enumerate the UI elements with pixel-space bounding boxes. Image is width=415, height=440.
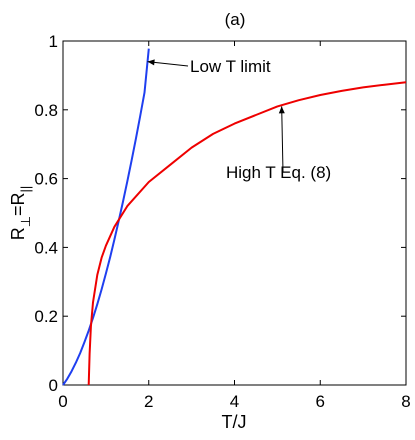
x-tick-label: 8 xyxy=(401,392,410,411)
y-label-sub2: || xyxy=(18,186,33,193)
annotation-high-t-arrowhead xyxy=(278,106,285,114)
y-axis-ticks: 0 0.2 0.4 0.6 0.8 1 xyxy=(34,32,406,395)
series-layer xyxy=(62,48,407,386)
y-tick-label: 0.8 xyxy=(34,101,58,120)
annotation-low-t-arrowhead xyxy=(147,59,155,66)
x-axis-label: T/J xyxy=(222,412,247,432)
x-tick-label: 2 xyxy=(144,392,153,411)
y-tick-label: 0.4 xyxy=(34,238,58,257)
y-label-sub1: ⊥ xyxy=(18,216,33,227)
annotation-high-t: High T Eq. (8) xyxy=(226,106,331,182)
annotation-low-t-label: Low T limit xyxy=(190,57,271,76)
x-tick-label: 6 xyxy=(316,392,325,411)
series-line-0 xyxy=(62,48,150,386)
y-label-base: R xyxy=(8,227,28,240)
x-tick-label: 0 xyxy=(58,392,67,411)
y-tick-label: 1 xyxy=(49,32,58,51)
y-axis-label: R⊥=R|| xyxy=(8,186,33,241)
annotation-high-t-arrow xyxy=(281,106,284,173)
annotation-low-t: Low T limit xyxy=(147,57,271,76)
series-line-1 xyxy=(87,81,407,386)
x-axis-ticks: 0 2 4 6 8 xyxy=(58,41,411,411)
y-tick-label: 0 xyxy=(49,376,58,395)
x-tick-label: 4 xyxy=(230,392,239,411)
chart-title: (a) xyxy=(225,10,246,29)
y-label-eq: =R xyxy=(8,192,28,216)
plot-frame xyxy=(62,40,407,386)
y-tick-label: 0.2 xyxy=(34,307,58,326)
y-tick-label: 0.6 xyxy=(34,170,58,189)
annotation-high-t-label: High T Eq. (8) xyxy=(226,163,331,182)
